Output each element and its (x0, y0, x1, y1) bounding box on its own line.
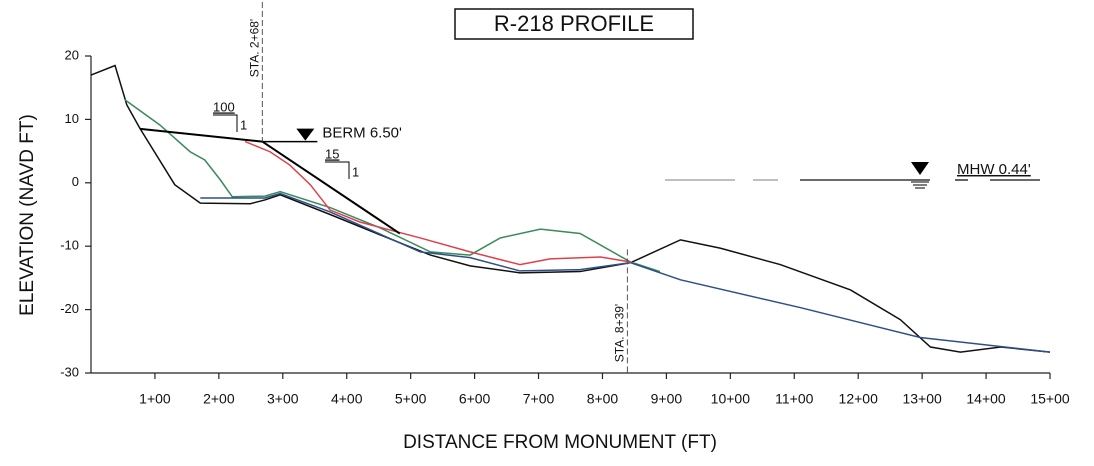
slope-run: 15 (325, 146, 339, 161)
title-box (454, 8, 694, 40)
slope-run: 100 (213, 99, 235, 114)
x-tick-label: 8+00 (587, 391, 619, 407)
berm-marker (296, 128, 315, 141)
berm-label: BERM 6.50' (322, 125, 402, 142)
x-tick-label: 10+00 (711, 391, 751, 407)
chart-title: R-218 PROFILE (494, 11, 654, 36)
x-tick-label: 12+00 (839, 391, 879, 407)
x-tick-label: 11+00 (775, 391, 813, 407)
y-tick-label: -20 (60, 301, 79, 316)
profile-line (124, 99, 661, 273)
x-tick-label: 5+00 (395, 391, 427, 407)
design-template (140, 127, 401, 235)
profile-line (90, 64, 1051, 353)
y-tick-label: 10 (65, 111, 79, 126)
x-axis-label: DISTANCE FROM MONUMENT (FT) (403, 432, 717, 453)
station-label: STA. 2+68' (248, 19, 262, 77)
mhw-marker (911, 162, 929, 176)
x-tick-label: 2+00 (203, 391, 235, 407)
slope-triangle (213, 114, 238, 132)
profile-line (200, 192, 1051, 353)
x-tick-label: 15+00 (1030, 391, 1070, 407)
y-tick-label: 0 (72, 174, 79, 189)
x-tick-label: 7+00 (523, 391, 555, 407)
x-tick-label: 14+00 (966, 391, 1006, 407)
x-tick-label: 6+00 (459, 391, 491, 407)
slope-rise: 1 (240, 117, 247, 132)
station-label: STA. 8+39' (613, 304, 627, 362)
x-tick-label: 13+00 (902, 391, 942, 407)
y-tick-label: -30 (60, 364, 79, 379)
x-tick-label: 4+00 (331, 391, 363, 407)
slope-triangle (325, 161, 350, 179)
y-axis-label: ELEVATION (NAVD FT) (17, 114, 38, 316)
profile-line (244, 140, 631, 266)
x-tick-label: 3+00 (267, 391, 299, 407)
y-tick-label: 20 (65, 47, 79, 62)
mhw-label: MHW 0.44' (957, 161, 1031, 178)
x-tick-label: 1+00 (139, 391, 171, 407)
y-tick-label: -10 (60, 238, 79, 253)
slope-rise: 1 (352, 164, 359, 179)
x-tick-label: 9+00 (651, 391, 683, 407)
